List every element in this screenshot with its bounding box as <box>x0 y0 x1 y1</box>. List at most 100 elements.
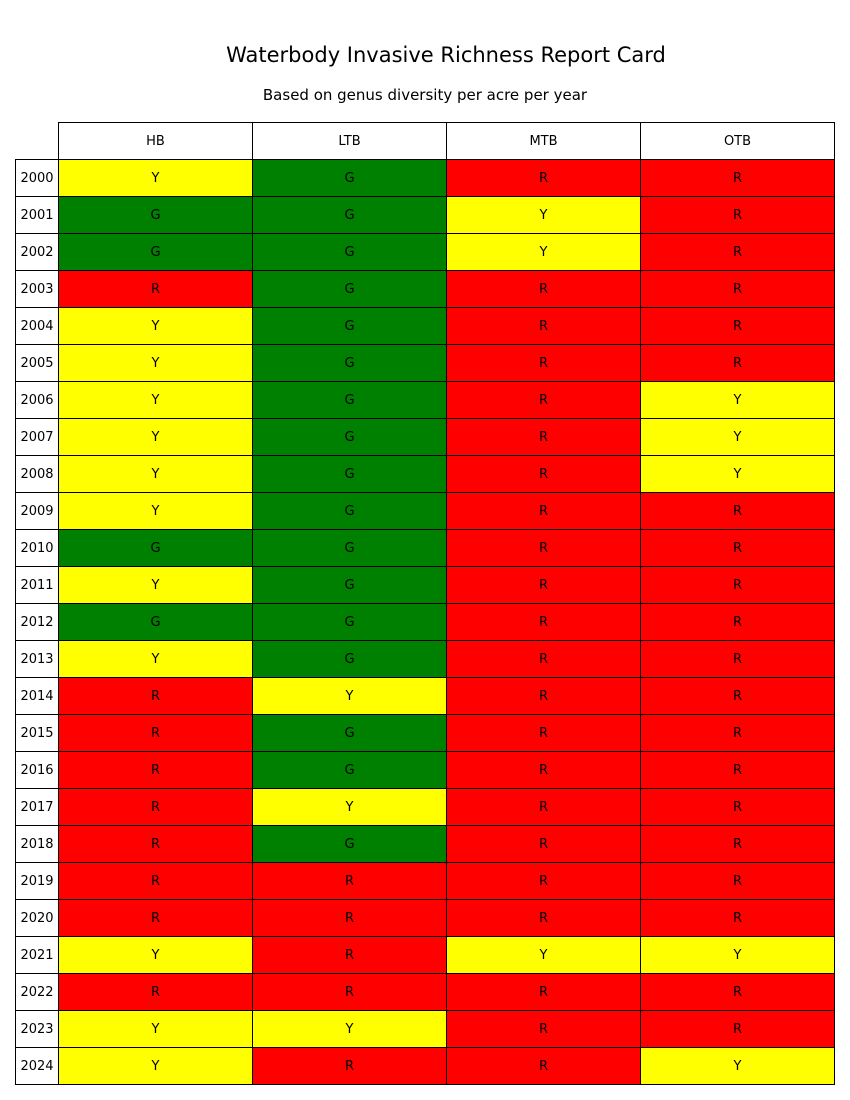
rating-cell-hb: R <box>58 973 253 1011</box>
rating-cell-otb: Y <box>640 455 835 493</box>
rating-cell-hb: Y <box>58 1047 253 1085</box>
row-header-year: 2019 <box>15 862 59 900</box>
table-row: 2013 Y G R R <box>15 640 835 678</box>
table-row: 2010 G G R R <box>15 529 835 567</box>
rating-cell-ltb: G <box>252 196 447 234</box>
chart-title: Waterbody Invasive Richness Report Card <box>226 43 666 67</box>
rating-cell-hb: Y <box>58 159 253 197</box>
row-header-year: 2014 <box>15 677 59 715</box>
column-header-mtb: MTB <box>446 122 641 160</box>
rating-cell-ltb: G <box>252 603 447 641</box>
rating-cell-hb: Y <box>58 492 253 530</box>
rating-cell-mtb: R <box>446 381 641 419</box>
rating-cell-mtb: R <box>446 529 641 567</box>
rating-cell-otb: R <box>640 825 835 863</box>
rating-cell-otb: Y <box>640 1047 835 1085</box>
rating-cell-mtb: Y <box>446 196 641 234</box>
rating-cell-mtb: R <box>446 862 641 900</box>
table-row: 2022 R R R R <box>15 973 835 1011</box>
rating-cell-ltb: R <box>252 973 447 1011</box>
rating-cell-ltb: G <box>252 529 447 567</box>
rating-cell-hb: R <box>58 751 253 789</box>
rating-cell-hb: Y <box>58 455 253 493</box>
row-header-year: 2011 <box>15 566 59 604</box>
rating-cell-mtb: R <box>446 566 641 604</box>
table-row: 2011 Y G R R <box>15 566 835 604</box>
table-row: 2003 R G R R <box>15 270 835 308</box>
rating-cell-otb: R <box>640 344 835 382</box>
row-header-year: 2009 <box>15 492 59 530</box>
row-header-year: 2008 <box>15 455 59 493</box>
row-header-year: 2005 <box>15 344 59 382</box>
report-card-table: HB LTB MTB OTB 2000 Y G R R 2001 G G Y R 2002 G G Y R 2… <box>15 122 835 1085</box>
rating-cell-hb: G <box>58 529 253 567</box>
row-header-year: 2004 <box>15 307 59 345</box>
rating-cell-ltb: G <box>252 344 447 382</box>
rating-cell-mtb: R <box>446 455 641 493</box>
rating-cell-ltb: G <box>252 418 447 456</box>
rating-cell-otb: Y <box>640 381 835 419</box>
rating-cell-ltb: Y <box>252 788 447 826</box>
rating-cell-otb: R <box>640 1010 835 1048</box>
table-row: 2019 R R R R <box>15 862 835 900</box>
rating-cell-hb: Y <box>58 566 253 604</box>
rating-cell-otb: Y <box>640 936 835 974</box>
rating-cell-ltb: G <box>252 455 447 493</box>
rating-cell-ltb: G <box>252 270 447 308</box>
table-body: 2000 Y G R R 2001 G G Y R 2002 G G Y R 2003 R G R R 2004 Y G R R… <box>15 159 835 1085</box>
rating-cell-hb: G <box>58 196 253 234</box>
row-header-year: 2013 <box>15 640 59 678</box>
row-header-year: 2000 <box>15 159 59 197</box>
rating-cell-hb: Y <box>58 307 253 345</box>
rating-cell-otb: R <box>640 603 835 641</box>
table-row: 2004 Y G R R <box>15 307 835 345</box>
rating-cell-ltb: R <box>252 899 447 937</box>
row-header-year: 2017 <box>15 788 59 826</box>
row-header-year: 2003 <box>15 270 59 308</box>
rating-cell-hb: Y <box>58 1010 253 1048</box>
rating-cell-hb: R <box>58 899 253 937</box>
table-row: 2021 Y R Y Y <box>15 936 835 974</box>
rating-cell-ltb: R <box>252 936 447 974</box>
rating-cell-mtb: R <box>446 159 641 197</box>
rating-cell-otb: R <box>640 566 835 604</box>
rating-cell-mtb: R <box>446 270 641 308</box>
rating-cell-otb: R <box>640 788 835 826</box>
rating-cell-otb: R <box>640 196 835 234</box>
rating-cell-hb: Y <box>58 344 253 382</box>
row-header-year: 2012 <box>15 603 59 641</box>
rating-cell-ltb: G <box>252 159 447 197</box>
table-row: 2012 G G R R <box>15 603 835 641</box>
table-row: 2002 G G Y R <box>15 233 835 271</box>
table-row: 2008 Y G R Y <box>15 455 835 493</box>
rating-cell-mtb: R <box>446 492 641 530</box>
rating-cell-ltb: G <box>252 381 447 419</box>
table-row: 2005 Y G R R <box>15 344 835 382</box>
row-header-year: 2023 <box>15 1010 59 1048</box>
row-header-year: 2024 <box>15 1047 59 1085</box>
rating-cell-otb: R <box>640 307 835 345</box>
table-row: 2007 Y G R Y <box>15 418 835 456</box>
rating-cell-hb: R <box>58 825 253 863</box>
rating-cell-mtb: R <box>446 973 641 1011</box>
rating-cell-hb: Y <box>58 936 253 974</box>
table-row: 2000 Y G R R <box>15 159 835 197</box>
rating-cell-otb: R <box>640 492 835 530</box>
table-row: 2018 R G R R <box>15 825 835 863</box>
rating-cell-mtb: R <box>446 640 641 678</box>
table-row: 2024 Y R R Y <box>15 1047 835 1085</box>
chart-subtitle: Based on genus diversity per acre per ye… <box>262 86 588 104</box>
rating-cell-mtb: Y <box>446 936 641 974</box>
row-header-year: 2016 <box>15 751 59 789</box>
rating-cell-mtb: R <box>446 307 641 345</box>
row-header-year: 2022 <box>15 973 59 1011</box>
rating-cell-mtb: R <box>446 1047 641 1085</box>
rating-cell-mtb: R <box>446 603 641 641</box>
rating-cell-otb: R <box>640 640 835 678</box>
rating-cell-hb: Y <box>58 418 253 456</box>
row-header-year: 2021 <box>15 936 59 974</box>
row-header-year: 2020 <box>15 899 59 937</box>
row-header-year: 2007 <box>15 418 59 456</box>
rating-cell-otb: R <box>640 529 835 567</box>
rating-cell-ltb: G <box>252 566 447 604</box>
